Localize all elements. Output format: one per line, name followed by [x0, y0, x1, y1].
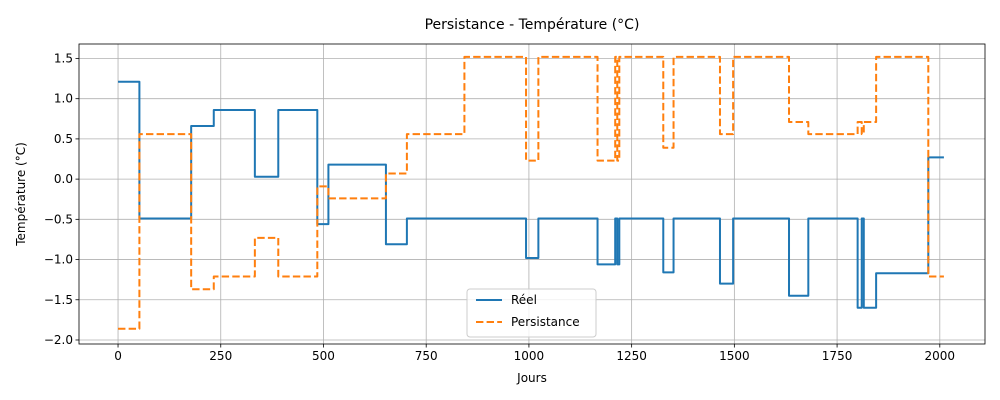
x-tick-label: 1500 [719, 349, 750, 363]
series-line-persistance [118, 55, 944, 330]
series-line-reel [118, 80, 944, 309]
x-tick-label: 2000 [925, 349, 956, 363]
plot-frame [78, 43, 986, 345]
legend: Réel Persistance [466, 288, 597, 338]
chart-title: Persistance - Température (°C) [425, 17, 640, 33]
y-tick-label: −2.0 [44, 333, 73, 347]
legend-label: Persistance [511, 315, 580, 329]
x-axis-label: Jours [516, 371, 547, 385]
x-tick-label: 1750 [822, 349, 853, 363]
y-tick-label: −1.5 [44, 293, 73, 307]
x-tick-label: 1000 [514, 349, 545, 363]
series-group [118, 55, 944, 330]
y-tick-label: 1.5 [54, 51, 73, 65]
y-axis-label: Température (°C) [14, 142, 28, 247]
y-tick-label: −0.5 [44, 212, 73, 226]
x-tick-label: 750 [415, 349, 438, 363]
axis-ticks: 0 250 500 750 1000 1250 1500 1750 2000 −2.0 −1.5 −1… [44, 51, 955, 363]
y-tick-label: 0.5 [54, 132, 73, 146]
y-tick-label: 1.0 [54, 92, 73, 106]
y-tick-label: −1.0 [44, 253, 73, 267]
x-tick-label: 0 [114, 349, 122, 363]
x-tick-label: 1250 [616, 349, 647, 363]
y-tick-label: 0.0 [54, 172, 73, 186]
legend-label: Réel [511, 293, 537, 307]
x-tick-label: 250 [209, 349, 232, 363]
x-tick-label: 500 [312, 349, 335, 363]
